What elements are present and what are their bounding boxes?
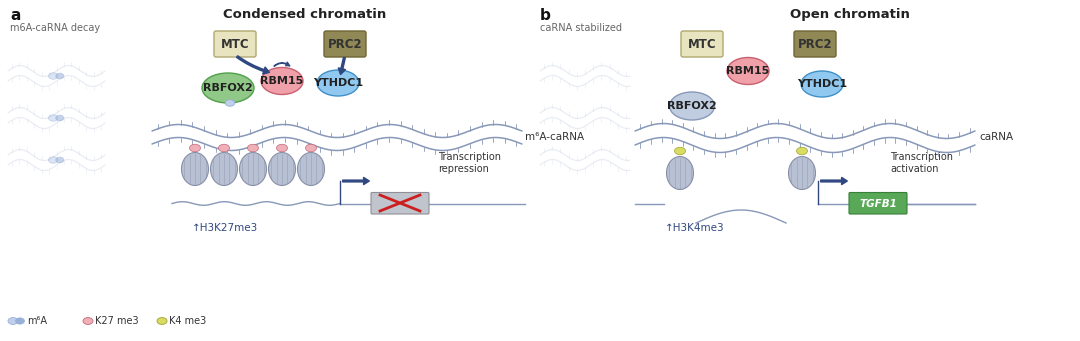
Text: ↑H3K27me3: ↑H3K27me3 — [192, 223, 258, 233]
Ellipse shape — [727, 58, 769, 85]
Text: caRNA stabilized: caRNA stabilized — [540, 23, 622, 33]
Text: MTC: MTC — [688, 38, 716, 50]
Ellipse shape — [675, 147, 686, 155]
Ellipse shape — [670, 92, 715, 120]
FancyBboxPatch shape — [681, 31, 723, 57]
Text: m⁶A-caRNA: m⁶A-caRNA — [525, 132, 584, 142]
Ellipse shape — [306, 144, 316, 152]
Ellipse shape — [181, 152, 208, 186]
FancyBboxPatch shape — [372, 193, 429, 214]
Text: MTC: MTC — [220, 38, 249, 50]
Ellipse shape — [211, 152, 238, 186]
FancyArrowPatch shape — [274, 62, 289, 66]
FancyBboxPatch shape — [794, 31, 836, 57]
Ellipse shape — [83, 317, 93, 324]
Ellipse shape — [297, 152, 324, 186]
Ellipse shape — [56, 73, 64, 79]
FancyBboxPatch shape — [214, 31, 256, 57]
Ellipse shape — [49, 73, 58, 79]
FancyArrowPatch shape — [342, 178, 369, 184]
Ellipse shape — [247, 144, 258, 152]
Ellipse shape — [666, 157, 693, 190]
FancyArrowPatch shape — [821, 178, 847, 184]
Text: RBFOX2: RBFOX2 — [667, 101, 717, 111]
Ellipse shape — [788, 157, 815, 190]
Text: YTHDC1: YTHDC1 — [797, 79, 847, 89]
Ellipse shape — [226, 100, 234, 106]
Text: RBM15: RBM15 — [727, 66, 770, 76]
FancyArrowPatch shape — [338, 58, 346, 74]
Ellipse shape — [157, 317, 167, 324]
Ellipse shape — [8, 317, 18, 324]
Ellipse shape — [49, 115, 58, 121]
Ellipse shape — [261, 68, 303, 94]
Ellipse shape — [56, 157, 64, 163]
Text: Condensed chromatin: Condensed chromatin — [224, 8, 387, 21]
Text: K27 me3: K27 me3 — [95, 316, 138, 326]
Text: m⁶A: m⁶A — [27, 316, 48, 326]
Text: Transcription
activation: Transcription activation — [890, 152, 953, 174]
Text: K4 me3: K4 me3 — [168, 316, 206, 326]
Text: Transcription
repression: Transcription repression — [438, 152, 501, 174]
Text: TGFB1: TGFB1 — [859, 198, 896, 208]
Text: m6A-caRNA decay: m6A-caRNA decay — [10, 23, 100, 33]
FancyBboxPatch shape — [849, 193, 907, 214]
Ellipse shape — [189, 144, 201, 152]
Text: a: a — [10, 8, 21, 23]
Text: PRC2: PRC2 — [327, 38, 362, 50]
Text: RBM15: RBM15 — [260, 76, 303, 86]
Ellipse shape — [15, 318, 25, 324]
Text: PRC2: PRC2 — [798, 38, 833, 50]
Ellipse shape — [276, 144, 287, 152]
Ellipse shape — [801, 71, 843, 97]
Ellipse shape — [202, 73, 254, 103]
Ellipse shape — [49, 157, 58, 163]
Ellipse shape — [240, 152, 267, 186]
Text: YTHDC1: YTHDC1 — [313, 78, 363, 88]
FancyArrowPatch shape — [237, 56, 269, 74]
Ellipse shape — [218, 144, 230, 152]
Text: Open chromatin: Open chromatin — [791, 8, 910, 21]
Ellipse shape — [318, 70, 359, 96]
Ellipse shape — [269, 152, 296, 186]
FancyBboxPatch shape — [324, 31, 366, 57]
Text: b: b — [540, 8, 551, 23]
Text: ↑H3K4me3: ↑H3K4me3 — [665, 223, 725, 233]
Ellipse shape — [56, 115, 64, 121]
Ellipse shape — [797, 147, 808, 155]
Text: caRNA: caRNA — [978, 132, 1013, 142]
Text: RBFOX2: RBFOX2 — [203, 83, 253, 93]
